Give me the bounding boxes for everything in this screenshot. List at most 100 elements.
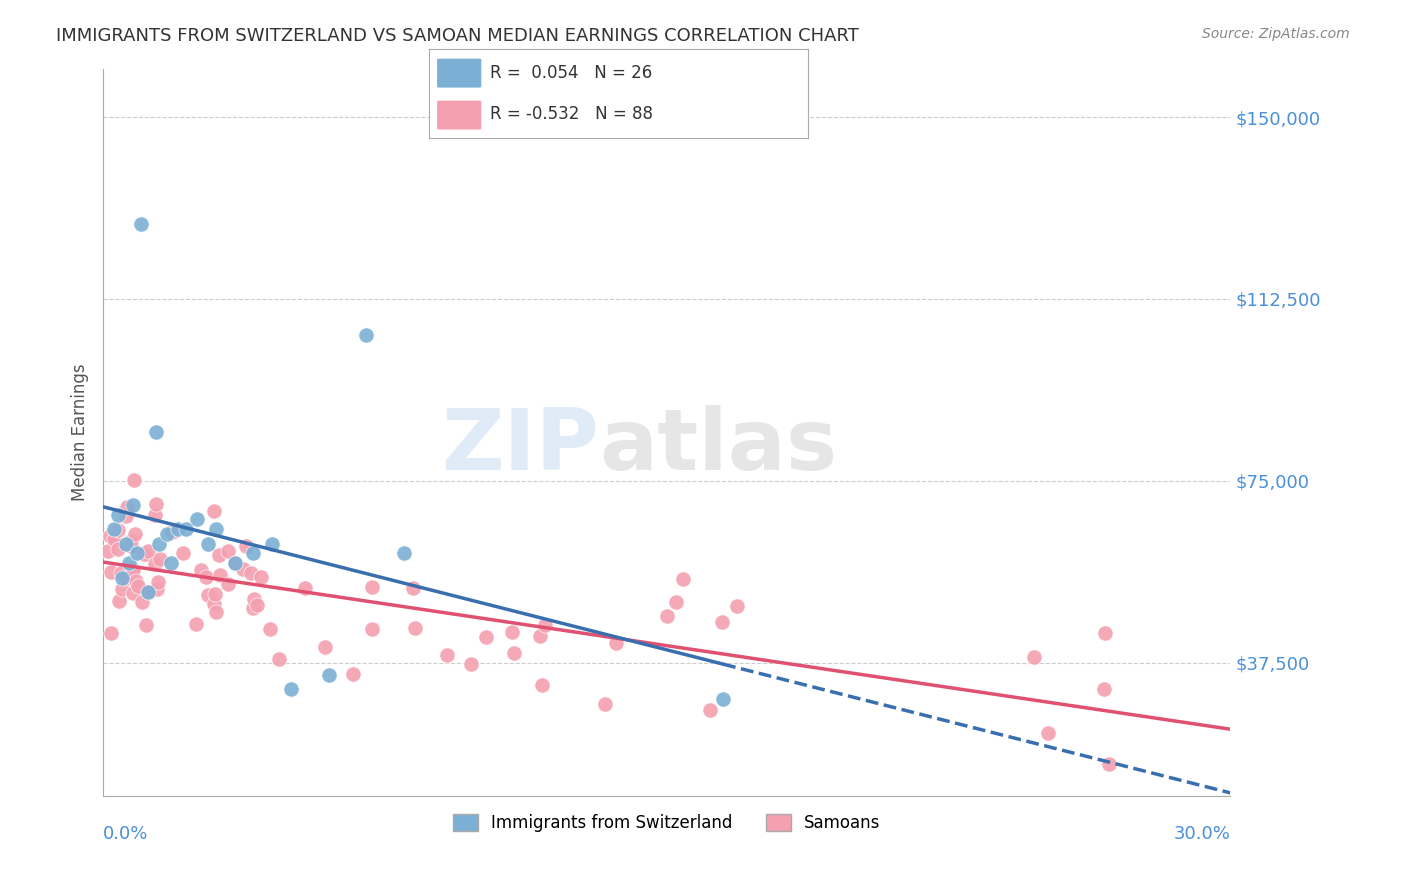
Point: [202, 597, 225, 611]
Point: [100, 626, 122, 640]
Point: [208, 567, 231, 582]
Point: [103, 522, 125, 536]
Point: [194, 570, 217, 584]
Point: [259, 622, 281, 636]
Point: [217, 543, 239, 558]
Legend: Immigrants from Switzerland, Samoans: Immigrants from Switzerland, Samoans: [446, 807, 887, 838]
Point: [204, 605, 226, 619]
Point: [121, 560, 143, 574]
Point: [115, 509, 138, 524]
Point: [475, 631, 498, 645]
Point: [243, 591, 266, 606]
Point: [460, 657, 482, 671]
Point: [118, 556, 141, 570]
Point: [402, 581, 425, 595]
Point: [314, 640, 336, 654]
Point: [361, 580, 384, 594]
Point: [160, 524, 183, 539]
Point: [98, 528, 121, 542]
Point: [1094, 626, 1116, 640]
Point: [136, 585, 159, 599]
Point: [125, 574, 148, 588]
Point: [159, 556, 181, 570]
Point: [114, 537, 136, 551]
Text: R =  0.054   N = 26: R = 0.054 N = 26: [489, 64, 652, 82]
Point: [242, 601, 264, 615]
Point: [1098, 757, 1121, 772]
Text: 0.0%: 0.0%: [103, 825, 149, 843]
Point: [392, 546, 415, 560]
Point: [108, 594, 131, 608]
Point: [665, 595, 688, 609]
Point: [725, 599, 748, 614]
Point: [122, 498, 145, 512]
Text: IMMIGRANTS FROM SWITZERLAND VS SAMOAN MEDIAN EARNINGS CORRELATION CHART: IMMIGRANTS FROM SWITZERLAND VS SAMOAN ME…: [56, 27, 859, 45]
Point: [138, 584, 160, 599]
Point: [122, 586, 145, 600]
Point: [1094, 682, 1116, 697]
Point: [107, 508, 129, 522]
Point: [501, 624, 523, 639]
Point: [224, 556, 246, 570]
Point: [115, 571, 138, 585]
Point: [115, 500, 138, 515]
Point: [242, 546, 264, 560]
Point: [436, 648, 458, 663]
Point: [262, 537, 284, 551]
Point: [134, 547, 156, 561]
Point: [129, 217, 152, 231]
Point: [103, 533, 125, 547]
Point: [240, 566, 263, 580]
Point: [533, 618, 555, 632]
Point: [280, 682, 302, 697]
Point: [1022, 650, 1045, 665]
Point: [124, 527, 146, 541]
Point: [110, 566, 132, 581]
Y-axis label: Median Earnings: Median Earnings: [72, 363, 89, 501]
Point: [672, 572, 695, 586]
Point: [404, 621, 426, 635]
FancyBboxPatch shape: [436, 100, 482, 130]
Point: [131, 547, 153, 561]
Point: [217, 576, 239, 591]
Point: [118, 533, 141, 548]
Point: [294, 582, 316, 596]
Point: [267, 652, 290, 666]
Point: [135, 618, 157, 632]
Point: [205, 522, 228, 536]
Point: [145, 497, 167, 511]
Point: [145, 425, 167, 440]
Point: [107, 524, 129, 538]
Point: [711, 691, 734, 706]
Point: [354, 328, 377, 343]
Point: [148, 537, 170, 551]
Point: [197, 537, 219, 551]
Point: [111, 571, 134, 585]
Point: [127, 579, 149, 593]
Point: [318, 667, 340, 681]
Point: [208, 548, 231, 562]
Point: [235, 539, 257, 553]
Point: [156, 527, 179, 541]
Point: [121, 563, 143, 577]
Point: [125, 546, 148, 560]
Point: [100, 565, 122, 579]
Point: [202, 504, 225, 518]
Point: [121, 533, 143, 548]
Point: [124, 473, 146, 487]
Point: [595, 697, 617, 711]
Point: [131, 595, 153, 609]
Point: [342, 667, 364, 681]
Point: [246, 598, 269, 612]
Point: [167, 522, 190, 536]
Point: [1036, 726, 1059, 740]
Point: [146, 582, 169, 596]
Point: [136, 543, 159, 558]
Point: [197, 588, 219, 602]
FancyBboxPatch shape: [436, 58, 482, 88]
Point: [172, 545, 194, 559]
Point: [190, 563, 212, 577]
Point: [120, 539, 142, 553]
Point: [174, 522, 197, 536]
Text: R = -0.532   N = 88: R = -0.532 N = 88: [489, 105, 652, 123]
